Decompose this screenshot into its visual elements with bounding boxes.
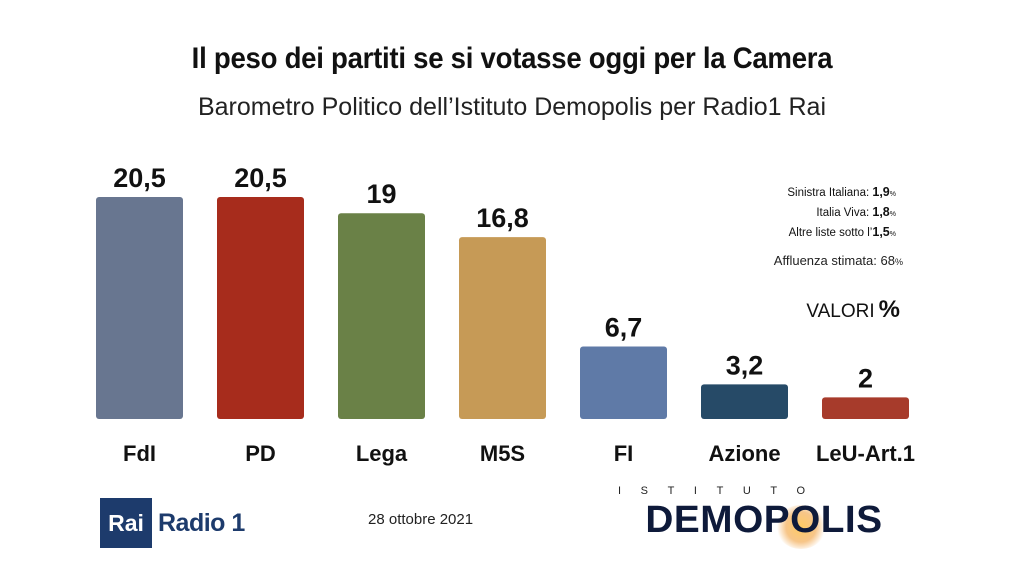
note-iv-value: 1,8 <box>872 205 890 219</box>
bar-fdi <box>96 197 183 419</box>
note-italia-viva: Italia Viva: 1,8% <box>816 205 896 219</box>
category-label: Lega <box>356 441 408 466</box>
category-label: M5S <box>480 441 525 466</box>
demopolis-glow-icon <box>776 505 826 549</box>
bar-azione <box>701 384 788 419</box>
bar-lega <box>338 213 425 419</box>
rai-box: Rai <box>100 498 152 548</box>
chart-subtitle: Barometro Politico dell’Istituto Demopol… <box>197 93 827 121</box>
category-label: Azione <box>708 441 780 466</box>
radio1-text: Radio 1 <box>158 508 245 537</box>
demopolis-main-text: DEMOPOLIS <box>645 499 883 541</box>
bar-fi <box>580 346 667 419</box>
demopolis-logo: ISTITUTO DEMOPOLIS <box>618 485 910 549</box>
valori-label: VALORI% <box>806 296 900 323</box>
value-label: 20,5 <box>113 163 166 193</box>
rai-radio1-logo: Rai Radio 1 <box>100 498 245 548</box>
bar-leu-art-1 <box>822 397 909 419</box>
value-label: 6,7 <box>605 312 643 342</box>
bar-m5s <box>459 237 546 419</box>
chart-title: Il peso dei partiti se si votasse oggi p… <box>191 42 833 75</box>
note-si-value: 1,9 <box>872 185 890 199</box>
value-label: 16,8 <box>476 203 529 233</box>
note-al-value: 1,5 <box>872 225 890 239</box>
affluenza-value: 68 <box>880 253 895 268</box>
value-label: 20,5 <box>234 163 287 193</box>
category-label: LeU-Art.1 <box>816 441 915 466</box>
category-label: FdI <box>123 441 156 466</box>
note-sinistra-italiana: Sinistra Italiana: 1,9% <box>787 185 896 199</box>
survey-date: 28 ottobre 2021 <box>368 511 474 528</box>
bar-pd <box>217 197 304 419</box>
value-label: 19 <box>366 179 396 209</box>
category-label: PD <box>245 441 276 466</box>
value-label: 2 <box>858 363 873 393</box>
demopolis-top-text: ISTITUTO <box>618 485 825 497</box>
note-altre-liste: Altre liste sotto l’1,5% <box>788 225 896 239</box>
affluenza-note: Affluenza stimata: 68% <box>773 253 903 268</box>
value-label: 3,2 <box>726 350 764 380</box>
category-label: FI <box>614 441 634 466</box>
